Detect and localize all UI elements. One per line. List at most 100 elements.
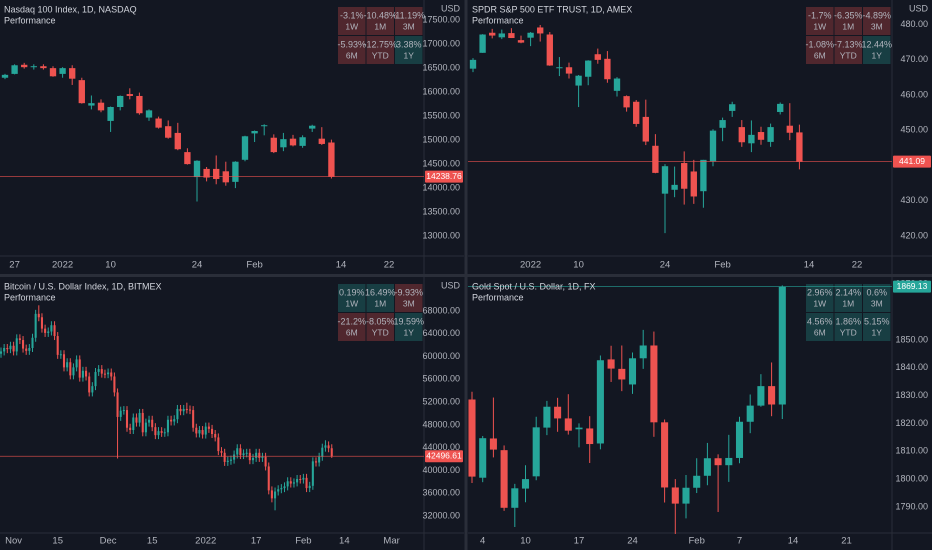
candle-body [639,345,647,359]
candle-body [251,457,255,461]
y-tick-label: 430.00 [900,195,928,205]
candle-body [511,488,519,508]
last-price-label: 42496.61 [426,450,462,460]
candle-body [220,451,223,453]
performance-cell [395,36,423,64]
y-tick-label: 1800.00 [895,473,928,483]
y-tick-label: 1790.00 [895,501,928,511]
candle-body [274,491,277,499]
performance-period: YTD [840,50,857,60]
candle-body [682,487,690,504]
candle-body [193,160,201,178]
candle-body [311,461,314,486]
y-tick-label: 16500.00 [422,63,460,73]
candle-body [302,477,305,480]
last-price-badge [893,155,931,168]
candle-body [714,458,722,466]
candle-body [188,409,192,411]
candle-body [768,386,776,405]
y-tick-label: 450.00 [900,125,928,135]
candle-body [498,33,505,38]
candle-body [59,68,66,74]
x-tick-label: 15 [147,536,158,547]
x-tick-label: 24 [627,536,638,547]
y-tick-label: 36000.00 [422,488,460,498]
candle-body [628,358,637,385]
x-tick-label: Feb [714,260,730,271]
candle-body [28,348,31,351]
performance-value: -3.1% [340,10,364,20]
candle-body [251,130,258,134]
candle-body [107,372,110,375]
candle-body [729,104,736,111]
candle-body [746,405,754,422]
performance-cell [366,284,394,312]
candle-body [97,369,100,372]
candle-body [163,432,166,434]
candle-body [6,348,9,350]
x-tick-label: 24 [660,260,671,271]
candle-body [575,427,583,430]
x-tick-label: 15 [52,536,63,547]
performance-period: 1W [345,21,358,31]
candle-body [129,427,132,431]
candle-body [575,75,582,86]
performance-cell [863,7,891,35]
candle-body [85,370,88,377]
x-tick-label: Dec [100,536,117,547]
performance-cell [366,36,394,64]
candle-body [690,171,697,197]
candle-body [103,373,106,375]
candle-body [556,67,563,69]
last-price-badge [425,450,463,463]
performance-cell [834,313,862,341]
candle-body [125,410,129,428]
candle-body [173,419,176,422]
candle-body [116,392,119,417]
candle-body [56,336,59,355]
candle-body [3,348,6,352]
candle-body [174,132,181,150]
y-tick-label: 480.00 [900,19,928,29]
performance-period: 1M [842,21,854,31]
candle-body [135,417,138,423]
candle-body [546,34,553,66]
chart-subtitle: Performance [472,15,524,25]
performance-value: -7.13% [834,39,863,49]
candle-body [585,60,592,77]
performance-cell [806,284,834,312]
last-price-badge [893,280,931,293]
performance-cell [863,313,891,341]
candle-body [296,478,299,483]
candle-body [738,127,745,143]
candle-body [309,125,316,129]
candle-body [15,338,18,352]
candle-body [661,166,669,194]
y-tick-label: 460.00 [900,89,928,99]
performance-value: 0.6% [866,287,887,297]
candle-body [264,456,267,467]
candle-body [261,456,264,458]
candle-body [596,360,604,444]
y-tick-label: 56000.00 [422,374,460,384]
performance-cell [834,7,862,35]
performance-period: 1W [813,298,826,308]
candle-body [786,125,793,133]
candle-body [91,386,94,393]
candle-body [258,452,261,458]
performance-cell [395,7,423,35]
candle-body [681,163,688,189]
candle-body [321,447,324,457]
performance-cell [395,313,423,341]
candle-body [31,337,34,349]
candle-body [261,125,268,127]
candle-body [25,348,28,351]
performance-value: -12.75% [363,39,397,49]
y-tick-label: 48000.00 [422,419,460,429]
candle-body [796,132,803,162]
candle-body [113,376,116,393]
candle-body [245,452,248,454]
candle-body [778,286,786,405]
candle-body [207,426,210,429]
